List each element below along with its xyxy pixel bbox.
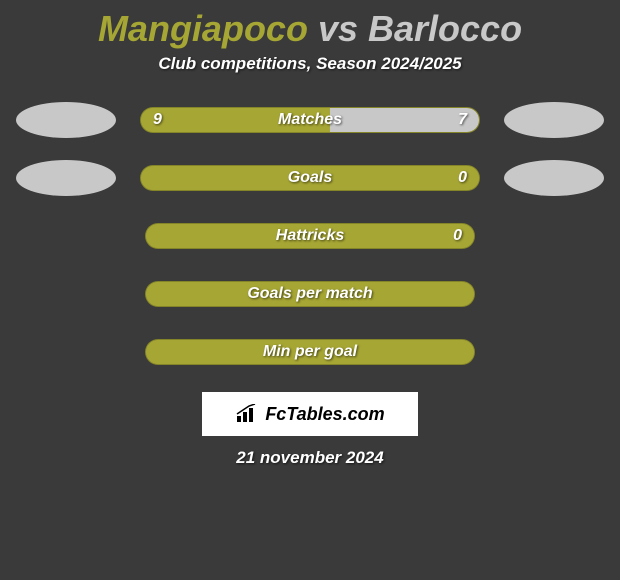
bar-right-value: 0 [458,169,467,187]
stat-bar: Min per goal [145,339,475,365]
bar-label: Matches [278,111,342,129]
stat-row: 9 Matches 7 [0,102,620,138]
oval-placeholder [499,218,596,254]
stat-bar: 9 Matches 7 [140,107,480,133]
oval-placeholder [499,334,596,370]
player2-oval [504,102,604,138]
page-title: Mangiapoco vs Barlocco [0,0,620,54]
stats-rows: 9 Matches 7 Goals 0 Hattricks 0 Goals per match… [0,102,620,370]
chart-icon [235,404,259,424]
stat-row: Goals per match [0,276,620,312]
player1-oval [16,160,116,196]
date-text: 21 november 2024 [0,448,620,468]
vs-text: vs [308,8,368,49]
stat-bar: Goals per match [145,281,475,307]
bar-label: Min per goal [263,343,357,361]
bar-right-value: 0 [453,227,462,245]
stat-bar: Hattricks 0 [145,223,475,249]
player2-oval [504,160,604,196]
bar-right-fill [330,108,479,132]
oval-placeholder [499,276,596,312]
player1-oval [16,102,116,138]
stat-row: Goals 0 [0,160,620,196]
player2-name: Barlocco [368,8,522,49]
bar-label: Goals [288,169,332,187]
bar-left-value: 9 [153,111,162,129]
player1-name: Mangiapoco [98,8,308,49]
stat-row: Hattricks 0 [0,218,620,254]
stat-bar: Goals 0 [140,165,480,191]
bar-label: Goals per match [247,285,372,303]
bar-label: Hattricks [276,227,344,245]
bar-right-value: 7 [458,111,467,129]
subtitle: Club competitions, Season 2024/2025 [0,54,620,102]
stat-row: Min per goal [0,334,620,370]
oval-placeholder [24,276,121,312]
oval-placeholder [24,218,121,254]
oval-placeholder [24,334,121,370]
logo-box: FcTables.com [202,392,418,436]
logo-text: FcTables.com [265,404,384,425]
